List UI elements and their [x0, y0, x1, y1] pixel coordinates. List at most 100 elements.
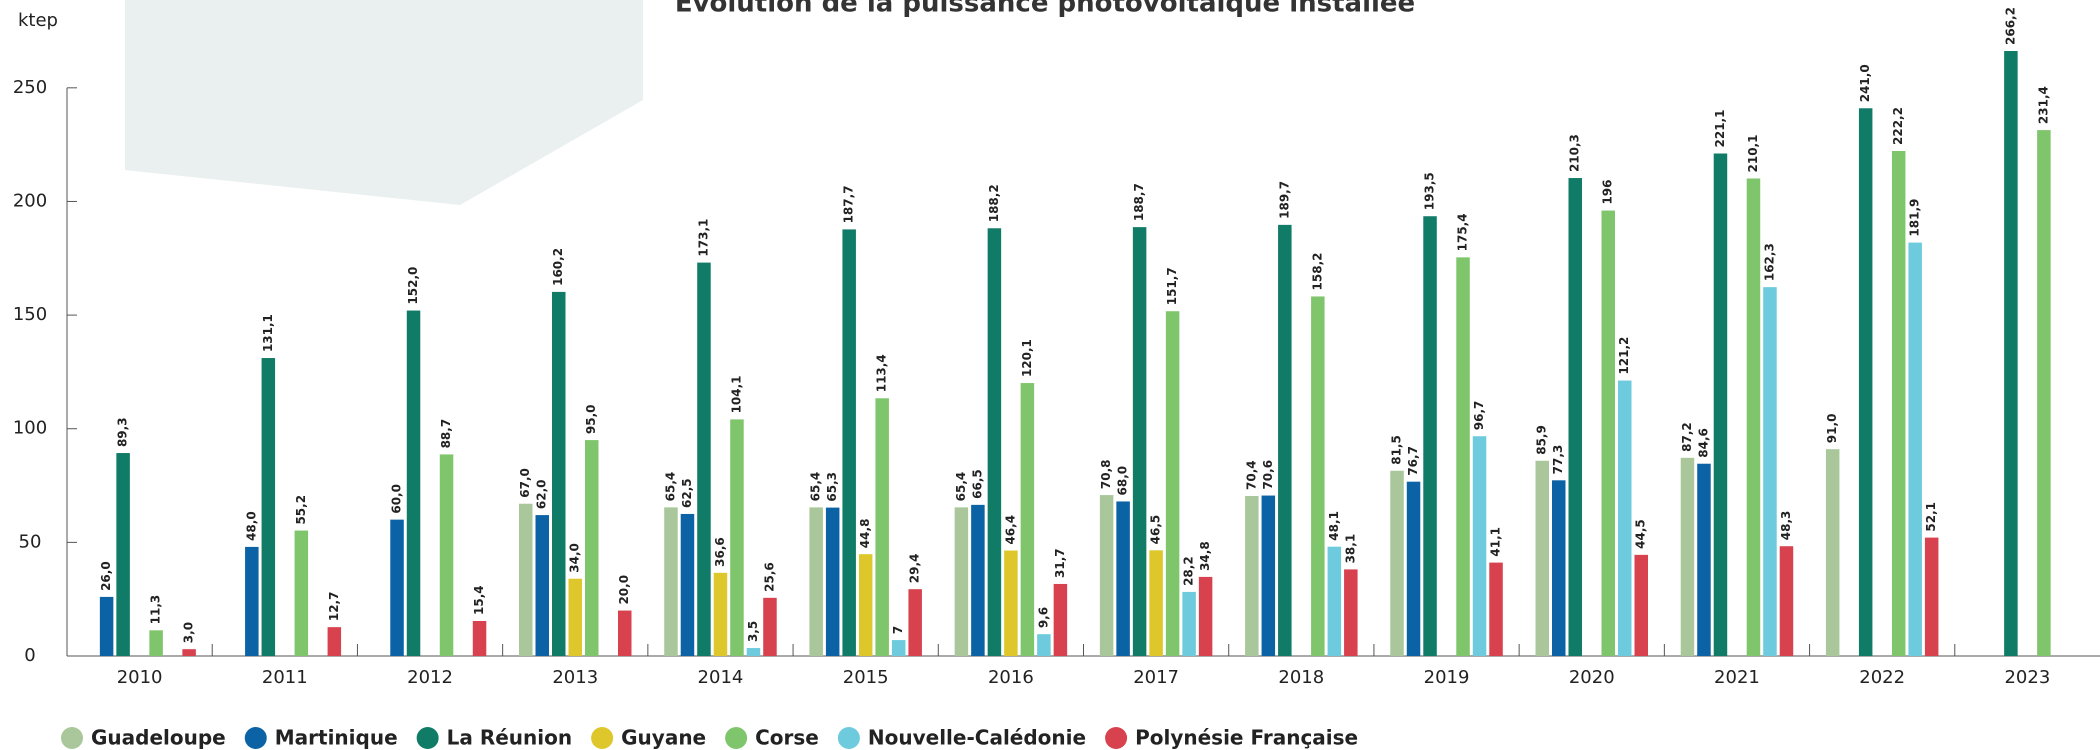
bar — [2004, 51, 2018, 656]
bar — [1924, 537, 1939, 656]
value-label: 104,1 — [729, 375, 743, 413]
value-label: 65,3 — [825, 472, 839, 502]
value-label: 62,0 — [535, 479, 549, 509]
bar — [261, 358, 276, 656]
bar — [763, 597, 777, 656]
bar — [1406, 481, 1421, 656]
value-label: 121,2 — [1617, 337, 1631, 375]
value-label: 77,3 — [1551, 445, 1565, 475]
legend-swatch — [61, 727, 83, 749]
legend-swatch — [725, 727, 748, 749]
value-label: 91,0 — [1825, 414, 1839, 444]
value-label: 151,7 — [1165, 267, 1179, 305]
bar — [987, 228, 1002, 657]
bar — [809, 507, 823, 656]
legend-swatch — [416, 727, 439, 749]
value-label: 44,5 — [1634, 519, 1648, 549]
bar — [1825, 449, 1840, 656]
bar — [1020, 383, 1035, 656]
value-label: 84,6 — [1696, 428, 1710, 458]
value-label: 11,3 — [149, 595, 163, 625]
bar — [535, 515, 549, 656]
value-label: 55,2 — [294, 495, 308, 525]
value-label: 160,2 — [551, 248, 565, 286]
bar — [1390, 470, 1404, 656]
value-label: 188,7 — [1132, 183, 1146, 221]
value-label: 85,9 — [1535, 425, 1549, 455]
bar — [585, 440, 599, 656]
bar — [875, 398, 889, 656]
value-label: 189,7 — [1277, 181, 1291, 219]
bar — [390, 519, 404, 656]
value-label: 188,2 — [987, 184, 1001, 222]
y-tick-label: 50 — [19, 531, 42, 552]
bar — [842, 229, 856, 656]
value-label: 60,0 — [390, 484, 404, 514]
bar — [1908, 242, 1922, 656]
value-label: 41,1 — [1489, 527, 1503, 557]
value-label: 152,0 — [406, 267, 420, 305]
value-label: 162,3 — [1762, 243, 1776, 281]
bar — [519, 503, 533, 656]
bar — [1680, 457, 1695, 656]
bar — [1037, 634, 1051, 656]
value-label: 38,1 — [1343, 534, 1357, 564]
bar — [618, 610, 632, 656]
bar — [568, 578, 582, 656]
legend-swatch — [1105, 727, 1128, 749]
value-label: 89,3 — [116, 417, 130, 447]
bar — [680, 513, 695, 656]
value-label: 65,4 — [663, 472, 677, 502]
y-tick-label: 250 — [13, 77, 47, 98]
x-tick-label: 2013 — [552, 667, 598, 688]
bar — [149, 630, 163, 656]
legend-label: Guyane — [621, 726, 706, 750]
bar — [1858, 108, 1873, 657]
value-label: 88,7 — [439, 419, 453, 449]
bar — [406, 310, 421, 656]
value-label: 76,7 — [1406, 446, 1420, 476]
bar — [1149, 550, 1163, 656]
x-tick-label: 2022 — [1859, 667, 1905, 688]
value-label: 36,6 — [713, 537, 727, 567]
bar — [1472, 436, 1487, 656]
x-tick-label: 2023 — [2004, 667, 2050, 688]
bar — [1182, 591, 1196, 656]
bar — [472, 621, 487, 656]
legend-label: Nouvelle-Calédonie — [868, 726, 1086, 750]
value-label: 222,2 — [1891, 107, 1905, 145]
bar — [1198, 576, 1213, 656]
value-label: 48,3 — [1779, 511, 1793, 541]
x-tick-label: 2014 — [698, 667, 744, 688]
bar — [1552, 480, 1566, 656]
value-label: 70,8 — [1099, 459, 1113, 489]
bar — [294, 530, 309, 656]
bar — [552, 291, 566, 656]
bar — [1423, 216, 1437, 656]
bar — [954, 507, 969, 656]
bar — [1099, 495, 1114, 656]
value-label: 7 — [891, 626, 905, 634]
bar — [1278, 224, 1292, 656]
bar — [1132, 227, 1147, 657]
value-label: 34,8 — [1198, 541, 1212, 571]
value-label: 67,0 — [518, 468, 532, 498]
value-label: 210,1 — [1746, 135, 1760, 173]
value-label: 46,5 — [1149, 515, 1163, 545]
legend-label: Polynésie Française — [1135, 726, 1358, 750]
value-label: 131,1 — [261, 314, 275, 352]
legend-swatch — [837, 727, 860, 749]
bar — [1456, 257, 1470, 656]
bar — [327, 627, 342, 656]
bar — [1891, 151, 1906, 656]
value-label: 48,1 — [1327, 511, 1341, 541]
bar — [713, 572, 728, 656]
value-label: 231,4 — [2036, 86, 2050, 124]
value-label: 95,0 — [584, 404, 598, 434]
value-label: 158,2 — [1310, 252, 1324, 290]
value-label: 70,4 — [1244, 460, 1258, 490]
bar — [908, 589, 922, 656]
value-label: 187,7 — [842, 185, 856, 223]
value-label: 34,0 — [568, 543, 582, 573]
